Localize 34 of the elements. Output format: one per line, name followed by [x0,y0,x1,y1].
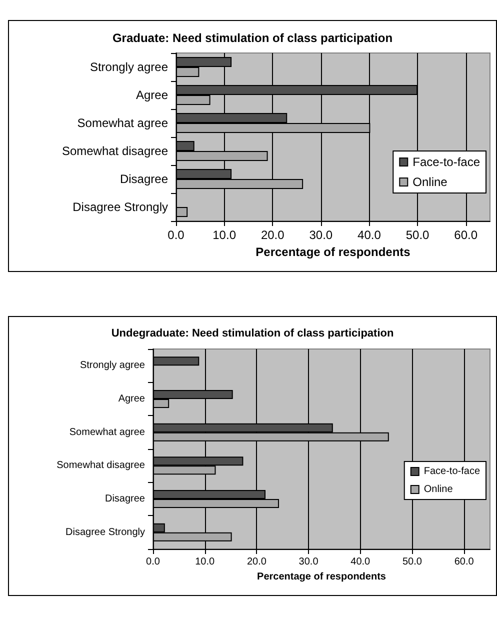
y-tick-label: Disagree Strongly [66,526,145,538]
x-tick-label: 10.0 [195,556,216,568]
y-tick-label: Somewhat disagree [56,460,146,472]
chart-title: Undegraduate: Need stimulation of class participation [111,328,394,340]
y-tick-label: Somewhat agree [77,116,168,130]
legend-label: Face-to-face [412,155,480,169]
x-tick-label: 60.0 [454,228,478,242]
y-tick-label: Somewhat agree [69,426,146,438]
x-tick-label: 40.0 [358,228,382,242]
x-tick-label: 10.0 [212,228,236,242]
y-tick-label: Strongly agree [90,60,168,74]
x-tick-label: 30.0 [298,556,319,568]
x-tick-label: 60.0 [454,556,474,568]
y-tick-label: Agree [136,88,168,102]
chart-title: Graduate: Need stimulation of class participation [112,31,393,45]
y-tick-label: Strongly agree [80,360,146,372]
x-tick-label: 50.0 [402,556,422,568]
x-axis-title: Percentage of respondents [257,571,386,582]
legend-label: Online [412,175,448,189]
y-tick-label: Disagree [104,494,146,504]
y-tick-label: Agree [118,394,146,404]
y-tick-label: Disagree Strongly [72,200,168,214]
x-axis-title: Percentage of respondents [256,244,411,259]
x-tick-label: 20.0 [260,228,285,242]
x-tick-label: 50.0 [406,228,430,242]
x-tick-label: 40.0 [350,556,371,568]
legend-label: Online [424,484,454,496]
y-tick-label: Somewhat disagree [62,144,168,158]
x-tick-label: 20.0 [246,556,267,568]
x-tick-label: 0.0 [146,556,160,568]
x-tick-label: 30.0 [309,228,333,242]
y-tick-label: Disagree [120,172,168,186]
legend-label: Face-to-face [424,466,480,478]
x-tick-label: 0.0 [168,228,185,242]
